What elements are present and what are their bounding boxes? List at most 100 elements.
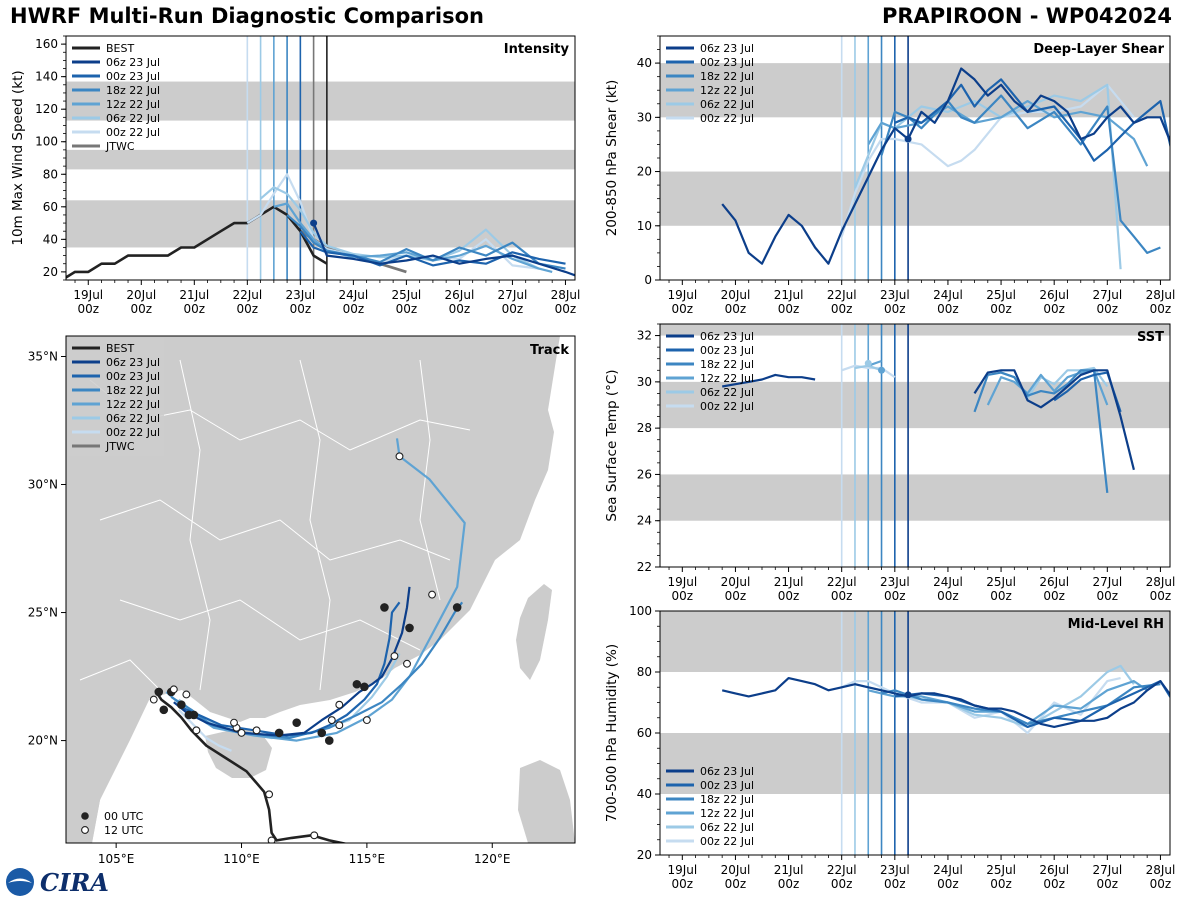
x-tick-label-hour: 00z <box>1043 302 1065 316</box>
band-2 <box>66 81 575 121</box>
y-tick-label: 40 <box>637 56 652 70</box>
series-best <box>66 205 328 279</box>
plot-area-intensity <box>66 36 575 280</box>
storm-id-title: PRAPIROON - WP042024 <box>881 4 1172 28</box>
track-00z-22-jul <box>178 709 232 752</box>
x-tick-label-hour: 00z <box>831 302 853 316</box>
legend-label: 06z 23 Jul <box>700 765 754 778</box>
x-tick-label-day: 25Jul <box>392 288 422 302</box>
x-tick-label-day: 20Jul <box>721 863 751 877</box>
y-tick-label: 26 <box>637 467 652 481</box>
series-00z-22-jul <box>840 83 1135 237</box>
series-18z-22-jul <box>880 94 1161 254</box>
marker-00utc <box>360 682 369 692</box>
band-1 <box>66 149 575 170</box>
cira-logo: CIRA <box>6 868 109 897</box>
x-tick-label-hour: 00z <box>1043 589 1065 603</box>
x-tick-label-day: 28Jul <box>1146 288 1176 302</box>
province-border-3 <box>179 359 211 691</box>
legend-label: 18z 22 Jul <box>700 793 754 806</box>
marker-12utc <box>403 659 411 668</box>
x-tick-label-hour: 00z <box>237 302 259 316</box>
series-06z-23-jul <box>312 222 575 277</box>
legend-label: 06z 22 Jul <box>700 386 754 399</box>
x-tick-label-day: 20Jul <box>721 575 751 589</box>
x-tick-label-day: 26Jul <box>445 288 475 302</box>
x-tick-label-hour: 00z <box>725 302 747 316</box>
marker-legend-label: 00 UTC <box>104 810 144 823</box>
x-tick-label-day: 24Jul <box>933 863 963 877</box>
x-tick-label-hour: 00z <box>1150 877 1172 891</box>
x-tick-label-day: 24Jul <box>933 575 963 589</box>
x-tick-label-hour: 00z <box>131 302 153 316</box>
marker-12utc <box>192 726 201 735</box>
marker-00utc <box>452 603 462 612</box>
marker-00utc <box>274 728 284 738</box>
legend-label: 06z 22 Jul <box>700 98 754 111</box>
x-tick-label-day: 26Jul <box>1039 575 1069 589</box>
marker-12utc <box>182 690 191 699</box>
x-tick-label-hour: 00z <box>831 877 853 891</box>
x-tick-label-hour: 00z <box>290 302 312 316</box>
x-tick-label-hour: 00z <box>937 589 959 603</box>
x-tick-label-hour: 00z <box>672 589 694 603</box>
x-tick-label-day: 24Jul <box>338 288 368 302</box>
map-area <box>66 336 575 843</box>
land-mainland <box>66 336 560 843</box>
legend-label: 12z 22 Jul <box>106 98 160 111</box>
series-18z-22-jul <box>286 214 566 270</box>
x-tick-label-hour: 00z <box>725 877 747 891</box>
y-tick-label: 60 <box>43 200 58 214</box>
province-border-6 <box>79 659 161 691</box>
marker-12utc <box>335 721 344 730</box>
x-tick-label-day: 27Jul <box>498 288 528 302</box>
x-tick-label-day: 25Jul <box>986 288 1016 302</box>
marker-legend-00utc <box>81 812 89 820</box>
x-tick-label-day: 27Jul <box>1092 863 1122 877</box>
x-tick-label-day: 19Jul <box>667 288 697 302</box>
marker-00utc <box>177 700 186 710</box>
x-tick-label-day: 23Jul <box>285 288 315 302</box>
marker-legend-label: 12 UTC <box>104 824 144 837</box>
y-tick-label: 40 <box>637 787 652 801</box>
x-tick-label-hour: 00z <box>1097 302 1119 316</box>
x-tick-label-hour: 00z <box>672 302 694 316</box>
y-tick-label: 30 <box>637 110 652 124</box>
track-00z-23-jul <box>180 601 401 737</box>
legend-background <box>68 338 164 456</box>
noaa-logo-icon <box>6 868 34 896</box>
y-tick-label: 10 <box>637 219 652 233</box>
marker-00utc <box>352 679 362 689</box>
legend-label: 06z 22 Jul <box>106 412 160 425</box>
marker-12utc <box>169 685 178 694</box>
y-tick-label: 100 <box>35 135 58 149</box>
x-tick-label-hour: 00z <box>449 302 471 316</box>
land-luzon <box>518 760 575 843</box>
panel-intensity: 2040608010012014016019Jul00z20Jul00z21Ju… <box>10 35 580 316</box>
marker-00utc <box>380 603 389 612</box>
x-tick-label-day: 23Jul <box>880 288 910 302</box>
marker-12utc <box>335 700 344 709</box>
marker-00utc <box>184 710 194 720</box>
x-tick-label-hour: 00z <box>1150 302 1172 316</box>
x-tick-label-hour: 00z <box>990 302 1012 316</box>
marker-12utc <box>149 695 158 704</box>
legend-label: 18z 22 Jul <box>106 384 160 397</box>
marker-12utc <box>310 831 319 840</box>
x-tick-label-hour: 00z <box>831 589 853 603</box>
legend-label: 06z 22 Jul <box>700 821 754 834</box>
plot-area-shear <box>660 36 1170 280</box>
marker-00utc <box>317 728 327 738</box>
band-0 <box>660 474 1170 521</box>
marker-00utc <box>154 687 164 697</box>
panel-title: Deep-Layer Shear <box>1033 42 1164 57</box>
x-tick-label-day: 22Jul <box>232 288 262 302</box>
y-tick-label: 30 <box>637 375 652 389</box>
x-tick-label-day: 19Jul <box>667 575 697 589</box>
panel-rh: 2040608010019Jul00z20Jul00z21Jul00z22Jul… <box>604 604 1175 891</box>
legend-label: 00z 23 Jul <box>106 70 160 83</box>
land-vietnam <box>66 752 110 843</box>
init-marker-12z-22-jul <box>878 366 886 374</box>
x-tick-label-hour: 00z <box>778 302 800 316</box>
